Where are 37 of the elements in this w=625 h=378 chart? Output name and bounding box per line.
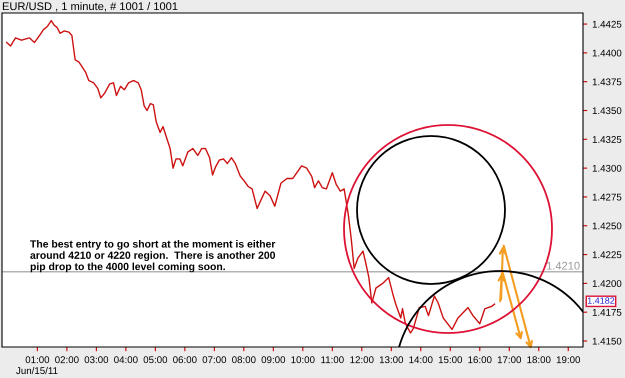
y-tick-label: 1.4400 [592,50,622,56]
y-tick-label: 1.4300 [592,164,622,172]
x-tick-label: 12:00 [350,356,374,364]
x-tick-label: 05:00 [144,356,168,364]
y-tick-label: 1.4350 [592,107,622,114]
x-tick-label: 17:00 [498,356,522,364]
y-tick-label: 1.4325 [592,136,622,143]
line-series [6,20,496,334]
x-tick-label: 03:00 [84,356,108,364]
y-tick-label: 1.4250 [592,222,622,230]
chart-title: EUR/USD , 1 minute, # 1001 / 1001 [2,2,178,12]
y-tick-label: 1.4425 [592,20,622,28]
y-tick-label: 1.4175 [592,309,622,316]
x-tick-label: 14:00 [409,356,433,364]
x-tick-label: 16:00 [468,356,492,364]
x-tick-label: 18:00 [527,356,551,364]
text: Jun/15/11 [16,366,58,374]
x-tick-label: 19:00 [556,356,580,364]
ref-line-label: 1.4210 [546,262,580,270]
x-tick-label: 11:00 [321,356,344,364]
y-tick-label: 1.4150 [592,338,622,345]
x-tick-label: 09:00 [262,356,286,364]
x-tick-label: 06:00 [173,356,197,364]
x-tick-label: 02:00 [55,356,79,364]
x-tick-label: 13:00 [380,356,404,364]
x-tick-label: 15:00 [438,356,462,364]
x-tick-label: 08:00 [232,356,256,364]
x-tick-label: 04:00 [114,356,138,364]
text: 1.4182 [588,297,614,304]
y-tick-label: 1.4275 [592,194,622,201]
x-tick-label: 10:00 [291,356,315,364]
y-tick-label: 1.4375 [592,78,622,86]
x-tick-label: 07:00 [202,356,226,364]
annotation: The best entry to go short at the moment is either around 4210 or 4220 region. There is another 200 pip drop to the 4000 level coming soon. [30,240,276,272]
y-tick-label: 1.4225 [592,251,622,258]
y-tick-label: 1.4200 [592,280,622,287]
x-tick-label: 01:00 [26,356,50,364]
